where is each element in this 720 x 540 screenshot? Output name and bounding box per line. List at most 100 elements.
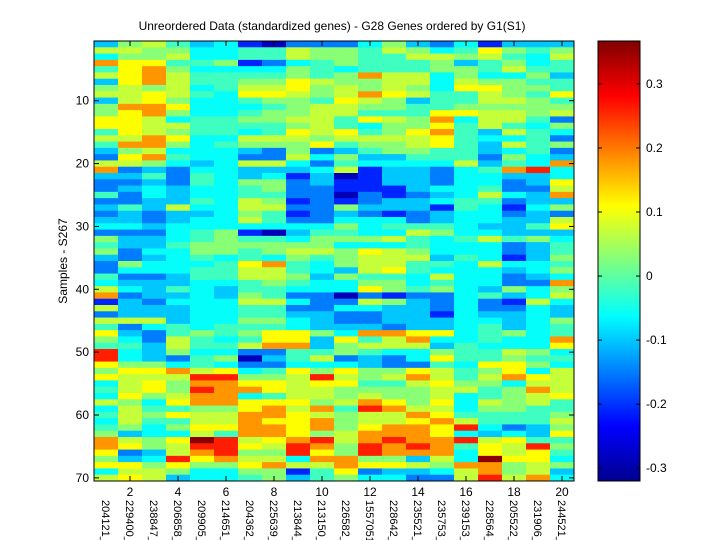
heatmap-cell <box>94 217 119 224</box>
heatmap-cell <box>214 424 239 432</box>
heatmap-cell <box>166 135 191 143</box>
heatmap-cell <box>526 198 551 205</box>
heatmap-cell <box>238 191 263 199</box>
heatmap-cell <box>190 261 215 268</box>
heatmap-cell <box>142 179 167 187</box>
heatmap-cell <box>406 223 431 231</box>
heatmap-cell <box>334 286 359 293</box>
heatmap-cell <box>478 235 503 243</box>
heatmap-cell <box>94 116 119 124</box>
heatmap-cell <box>262 223 287 231</box>
heatmap-cell <box>286 455 311 463</box>
heatmap-cell <box>166 386 191 394</box>
heatmap-cell <box>190 235 215 243</box>
heatmap-cell <box>214 179 239 187</box>
heatmap-cell <box>454 254 479 262</box>
column-label: 226582_ <box>339 500 351 540</box>
heatmap-cell <box>550 72 575 80</box>
heatmap-cell <box>526 305 551 312</box>
heatmap-cell <box>286 374 311 381</box>
heatmap-cell <box>502 399 527 407</box>
heatmap-cell <box>190 279 215 287</box>
heatmap-cell <box>118 349 143 356</box>
heatmap-cell <box>550 443 575 451</box>
heatmap-cell <box>526 342 551 350</box>
heatmap-cell <box>430 380 455 388</box>
heatmap-cell <box>358 47 383 55</box>
heatmap-cell <box>94 411 119 419</box>
heatmap-cell <box>166 355 191 363</box>
heatmap-cell <box>406 462 431 469</box>
heatmap-cell <box>502 66 527 73</box>
heatmap-cell <box>310 254 335 262</box>
heatmap-cell <box>406 254 431 262</box>
heatmap-cell <box>334 78 359 86</box>
heatmap-cell <box>238 267 263 275</box>
heatmap-cell <box>166 330 191 337</box>
column-label: 238847_ <box>147 500 159 540</box>
heatmap-cell <box>286 147 311 155</box>
heatmap-cell <box>358 91 383 99</box>
heatmap-cell <box>142 317 167 325</box>
heatmap-cell <box>238 217 263 224</box>
heatmap-cell <box>382 154 407 161</box>
heatmap-cell <box>142 380 167 388</box>
heatmap-cell <box>214 66 239 73</box>
heatmap-cell <box>550 141 575 149</box>
heatmap-cell <box>430 235 455 243</box>
heatmap-cell <box>166 116 191 124</box>
heatmap-cell <box>94 41 119 48</box>
heatmap-cell <box>454 147 479 155</box>
heatmap-cell <box>382 286 407 293</box>
heatmap-cell <box>430 336 455 344</box>
heatmap-cell <box>550 336 575 344</box>
heatmap-cell <box>406 424 431 432</box>
heatmap-cell <box>358 261 383 268</box>
heatmap-cell <box>118 173 143 180</box>
heatmap-cell <box>238 223 263 231</box>
heatmap-cell <box>262 235 287 243</box>
heatmap-cell <box>358 53 383 61</box>
heatmap-cell <box>118 229 143 237</box>
heatmap-cell <box>334 191 359 199</box>
heatmap-cell <box>190 191 215 199</box>
heatmap-cell <box>214 411 239 419</box>
heatmap-cell <box>310 179 335 187</box>
heatmap-cell <box>334 135 359 143</box>
heatmap-cell <box>526 330 551 337</box>
heatmap-cell <box>478 59 503 67</box>
heatmap-cell <box>310 449 335 457</box>
heatmap-cell <box>142 411 167 419</box>
heatmap-cell <box>190 449 215 457</box>
heatmap-cell <box>94 424 119 432</box>
heatmap-cell <box>142 217 167 224</box>
heatmap-cell <box>406 248 431 256</box>
heatmap-cell <box>166 455 191 463</box>
heatmap-cell <box>406 374 431 381</box>
heatmap-cell <box>454 305 479 312</box>
heatmap-cell <box>406 267 431 275</box>
heatmap-cell <box>262 367 287 375</box>
heatmap-cell <box>190 298 215 306</box>
heatmap-cell <box>214 235 239 243</box>
heatmap-cell <box>142 248 167 256</box>
heatmap-cell <box>478 85 503 92</box>
heatmap-cell <box>166 430 191 438</box>
heatmap-cell <box>142 129 167 136</box>
heatmap-cell <box>382 229 407 237</box>
heatmap-cell <box>190 41 215 48</box>
heatmap-cell <box>118 160 143 168</box>
heatmap-cell <box>214 242 239 249</box>
heatmap-cell <box>550 47 575 55</box>
heatmap-cell <box>142 261 167 268</box>
heatmap-cell <box>190 179 215 187</box>
heatmap-cell <box>358 185 383 193</box>
heatmap-cell <box>526 91 551 99</box>
heatmap-cell <box>286 380 311 388</box>
heatmap-cell <box>550 97 575 105</box>
heatmap-cell <box>550 160 575 168</box>
heatmap-cell <box>478 179 503 187</box>
heatmap-cell <box>454 53 479 61</box>
x-tick-label: 20 <box>555 485 569 499</box>
heatmap-cell <box>454 217 479 224</box>
